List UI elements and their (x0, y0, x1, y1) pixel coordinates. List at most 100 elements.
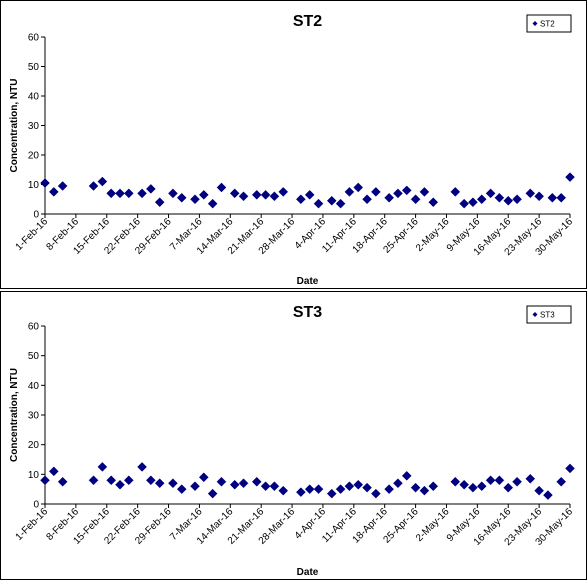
chart-title: ST3 (293, 304, 322, 321)
data-point (534, 191, 544, 202)
chart-panel-2: ST301020304050601-Feb-168-Feb-1615-Feb-1… (0, 291, 587, 580)
data-point (494, 475, 505, 486)
data-point (410, 194, 421, 205)
data-point (48, 187, 59, 197)
data-point (123, 188, 134, 199)
data-point (238, 191, 249, 202)
chart-title: ST2 (293, 13, 322, 30)
data-point (362, 194, 372, 205)
data-point (450, 187, 461, 197)
x-axis-label: Date (297, 567, 319, 578)
data-point (106, 475, 117, 486)
data-point (556, 476, 567, 487)
data-point (313, 198, 324, 209)
data-point (269, 481, 280, 492)
legend-box (526, 14, 572, 33)
data-point (168, 188, 178, 199)
data-point (565, 172, 575, 182)
data-point (494, 192, 505, 203)
data-point (154, 197, 165, 208)
legend-label: ST3 (540, 311, 555, 320)
data-point (57, 181, 68, 191)
y-tick-label: 30 (28, 121, 40, 132)
data-point (476, 481, 487, 492)
data-point (154, 478, 165, 489)
y-tick-label: 30 (28, 411, 40, 422)
data-point (207, 488, 218, 499)
data-point (40, 178, 50, 188)
data-point (97, 176, 108, 187)
data-point (565, 463, 575, 474)
legend-marker (532, 312, 538, 317)
data-point (115, 188, 125, 199)
data-point (547, 192, 558, 203)
y-tick-label: 20 (28, 151, 40, 162)
data-point (344, 187, 355, 197)
data-point (371, 488, 381, 499)
data-point (296, 487, 306, 497)
y-tick-label: 20 (28, 440, 40, 451)
data-point (525, 188, 536, 199)
chart-panel-border (0, 0, 587, 289)
data-point (238, 478, 249, 489)
data-point (137, 188, 147, 199)
data-point (410, 482, 421, 493)
data-point (512, 476, 522, 487)
data-point (260, 481, 271, 492)
data-point (459, 198, 469, 209)
data-point (428, 481, 439, 492)
chart-panel-border (0, 291, 587, 580)
data-point (525, 473, 536, 484)
data-point (344, 481, 355, 492)
legend-box (526, 305, 572, 324)
data-point (476, 194, 487, 205)
data-point (326, 195, 337, 206)
legend: ST3 (526, 305, 572, 324)
data-point (88, 181, 99, 191)
y-tick-label: 0 (33, 500, 39, 511)
data-point (459, 479, 469, 490)
x-axis-label: Date (297, 276, 319, 287)
data-point (296, 194, 306, 205)
data-point (304, 189, 315, 200)
data-point (393, 188, 403, 199)
data-point (485, 188, 496, 199)
data-point (512, 194, 522, 205)
data-point (123, 475, 134, 486)
data-point (88, 475, 99, 486)
data-point (313, 484, 324, 495)
data-point (468, 197, 478, 208)
data-point (419, 187, 430, 197)
data-point (362, 482, 372, 493)
y-tick-label: 50 (28, 62, 40, 73)
y-tick-label: 60 (28, 33, 40, 44)
data-point (335, 484, 346, 495)
data-point (216, 182, 227, 193)
data-point (278, 187, 289, 197)
data-point (543, 490, 553, 500)
data-point (278, 485, 289, 496)
data-point (450, 476, 461, 487)
data-point (428, 197, 439, 208)
data-point (106, 188, 117, 199)
data-point (468, 482, 478, 493)
data-point (335, 198, 346, 209)
legend-marker (532, 21, 538, 26)
legend-label: ST2 (540, 20, 555, 29)
data-point (503, 195, 514, 206)
data-point (190, 481, 200, 492)
y-axis-label: Concentration, NTU (9, 368, 20, 462)
y-tick-label: 10 (28, 180, 40, 191)
data-point (251, 189, 262, 200)
data-point (304, 484, 315, 495)
data-point (384, 484, 394, 495)
data-point (534, 485, 544, 496)
data-point (229, 188, 240, 199)
data-point (198, 189, 209, 200)
y-tick-label: 50 (28, 351, 40, 362)
y-tick-label: 60 (28, 322, 40, 333)
data-point (251, 476, 262, 487)
data-point (176, 484, 187, 495)
